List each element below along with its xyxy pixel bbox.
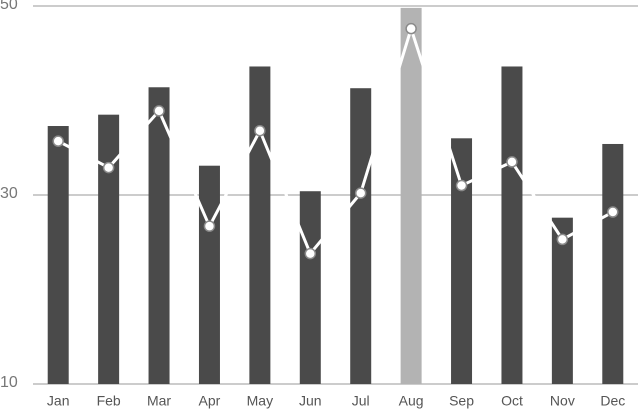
x-tick-label: Aug	[399, 393, 424, 409]
bar	[551, 217, 573, 384]
bar	[47, 126, 69, 384]
point	[102, 161, 115, 174]
point	[203, 220, 216, 232]
x-tick-label: Feb	[97, 393, 121, 409]
x-tick-label: Dec	[600, 393, 625, 409]
point	[354, 187, 367, 199]
point	[607, 206, 619, 218]
point	[506, 156, 518, 168]
x-tick-label: Mar	[147, 393, 171, 409]
x-tick-label: Jun	[299, 393, 322, 409]
x-tick-label: Sep	[449, 393, 474, 409]
x-tick-label: Jan	[47, 393, 70, 409]
y-tick-label: 50	[0, 0, 18, 13]
bar	[198, 165, 220, 384]
y-tick-label: 10	[0, 374, 18, 391]
point	[455, 179, 468, 192]
point	[304, 247, 317, 260]
point	[52, 135, 64, 147]
x-tick-label: Oct	[501, 393, 523, 409]
y-tick-label: 30	[0, 185, 18, 202]
line	[57, 27, 614, 256]
point	[153, 105, 165, 117]
bar	[400, 7, 422, 384]
bar	[299, 191, 321, 384]
bar	[148, 87, 170, 385]
bar	[501, 66, 523, 384]
bar	[350, 88, 372, 384]
point	[405, 22, 417, 35]
x-tick-label: Nov	[550, 393, 575, 409]
bar	[249, 66, 271, 384]
x-tick-label: May	[247, 393, 273, 409]
bar	[98, 114, 120, 385]
x-tick-label: Apr	[199, 393, 221, 409]
point	[556, 233, 569, 246]
x-tick-label: Jul	[352, 393, 370, 409]
bar	[602, 143, 624, 384]
point	[254, 124, 266, 137]
bar	[451, 138, 473, 384]
